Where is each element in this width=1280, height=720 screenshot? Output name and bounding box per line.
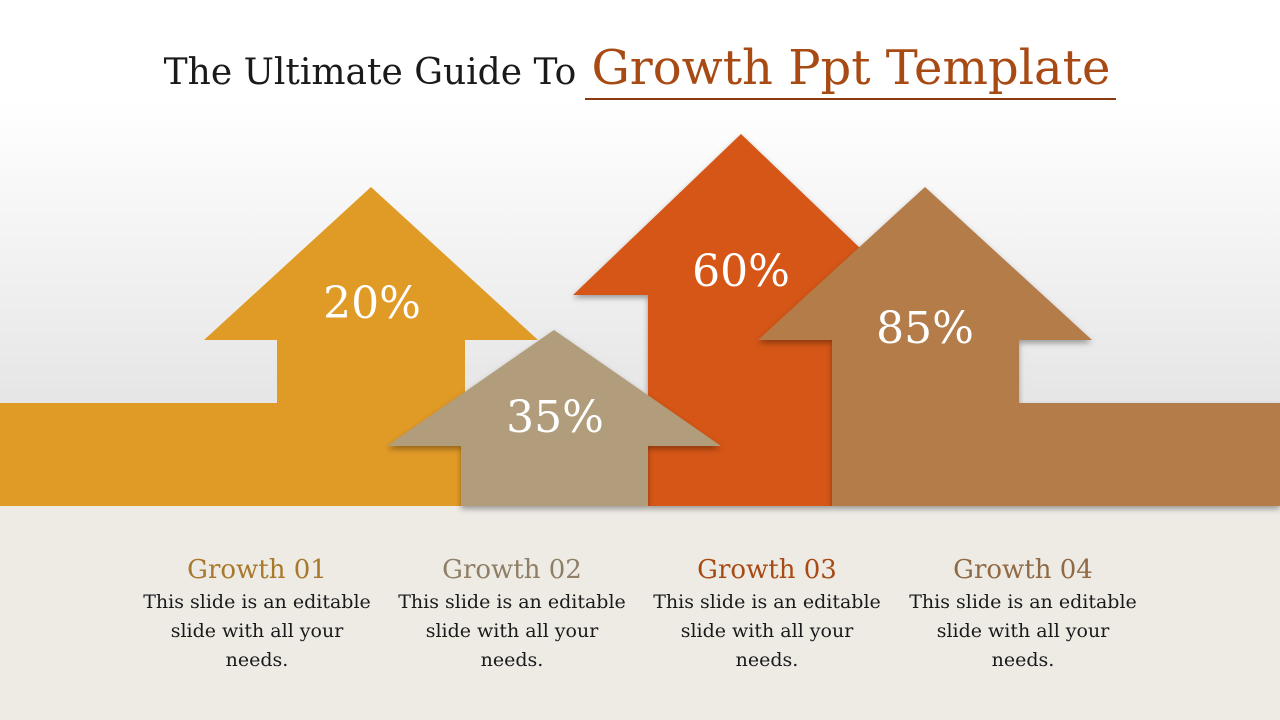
arrow-1-shape <box>0 187 538 506</box>
title-highlight: Growth Ppt Template <box>585 40 1117 100</box>
arrow-3-percent: 60% <box>692 246 790 297</box>
growth-item-title: Growth 01 <box>187 555 327 585</box>
bottom-panel <box>0 506 1280 720</box>
growth-item-2: Growth 02 This slide is an editable slid… <box>392 552 632 675</box>
arrow-1-percent: 20% <box>323 278 421 329</box>
growth-item-title: Growth 02 <box>442 555 582 585</box>
growth-item-desc: This slide is an editable slide with all… <box>909 591 1137 671</box>
growth-item-title: Growth 04 <box>953 555 1093 585</box>
title-prefix: The Ultimate Guide To <box>163 52 577 93</box>
arrow-2-shape <box>387 330 721 506</box>
arrow-4-shape <box>758 187 1280 506</box>
growth-item-1: Growth 01 This slide is an editable slid… <box>137 552 377 675</box>
slide-title: The Ultimate Guide To Growth Ppt Templat… <box>0 40 1280 100</box>
growth-item-4: Growth 04 This slide is an editable slid… <box>903 552 1143 675</box>
growth-item-desc: This slide is an editable slide with all… <box>143 591 371 671</box>
growth-item-desc: This slide is an editable slide with all… <box>653 591 881 671</box>
growth-item-3: Growth 03 This slide is an editable slid… <box>647 552 887 675</box>
growth-item-title: Growth 03 <box>697 555 837 585</box>
arrow-2-percent: 35% <box>506 392 604 443</box>
growth-item-desc: This slide is an editable slide with all… <box>398 591 626 671</box>
arrow-4-percent: 85% <box>876 303 974 354</box>
